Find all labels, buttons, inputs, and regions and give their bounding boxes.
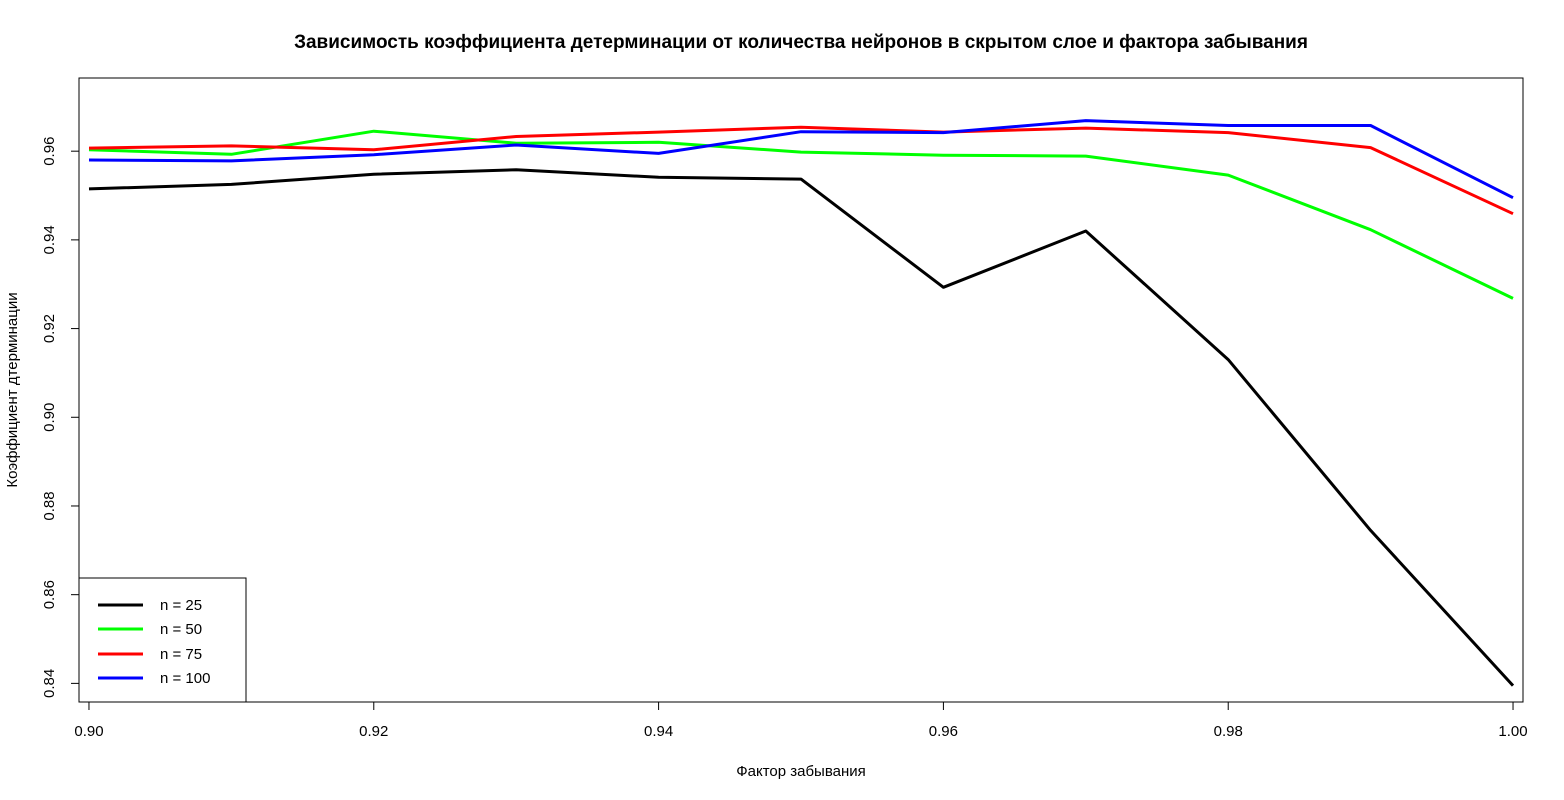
x-tick-label: 0.98: [1214, 723, 1243, 740]
x-axis-label: Фактор забывания: [736, 763, 866, 780]
x-tick-label: 0.96: [929, 723, 958, 740]
y-tick-label: 0.92: [41, 314, 58, 343]
plot-area-frame: [78, 77, 1524, 703]
legend-item: n = 50: [98, 621, 202, 638]
legend-label: n = 100: [160, 670, 210, 687]
y-axis: 0.84 0.86 0.88 0.90 0.92 0.94 0.96: [41, 137, 79, 698]
legend-label: n = 50: [160, 621, 202, 638]
x-tick-label: 1.00: [1498, 723, 1527, 740]
y-axis-label: Коэффициент дтерминации: [4, 292, 21, 487]
series-layer: [88, 119, 1515, 687]
y-tick-label: 0.88: [41, 491, 58, 520]
y-tick-label: 0.86: [41, 580, 58, 609]
legend-item: n = 25: [98, 597, 202, 614]
legend-label: n = 25: [160, 597, 202, 614]
legend-item: n = 75: [98, 646, 202, 663]
series-line: [88, 129, 1514, 300]
legend-box: [78, 577, 247, 703]
y-tick-label: 0.94: [41, 225, 58, 254]
series-line: [88, 168, 1515, 687]
x-tick-label: 0.90: [74, 723, 103, 740]
y-tick-label: 0.96: [41, 137, 58, 166]
x-tick-label: 0.94: [644, 723, 673, 740]
legend: n = 25 n = 50 n = 75 n = 100: [78, 577, 247, 703]
series-line: [88, 125, 1514, 216]
x-axis: 0.90 0.92 0.94 0.96 0.98 1.00: [74, 702, 1528, 740]
chart-title: Зависимость коэффициента детерминации от…: [294, 32, 1308, 53]
legend-label: n = 75: [160, 646, 202, 663]
y-tick-label: 0.84: [41, 669, 58, 698]
series-line: [88, 119, 1514, 200]
x-tick-label: 0.92: [359, 723, 388, 740]
y-tick-label: 0.90: [41, 403, 58, 432]
legend-item: n = 100: [98, 670, 210, 687]
